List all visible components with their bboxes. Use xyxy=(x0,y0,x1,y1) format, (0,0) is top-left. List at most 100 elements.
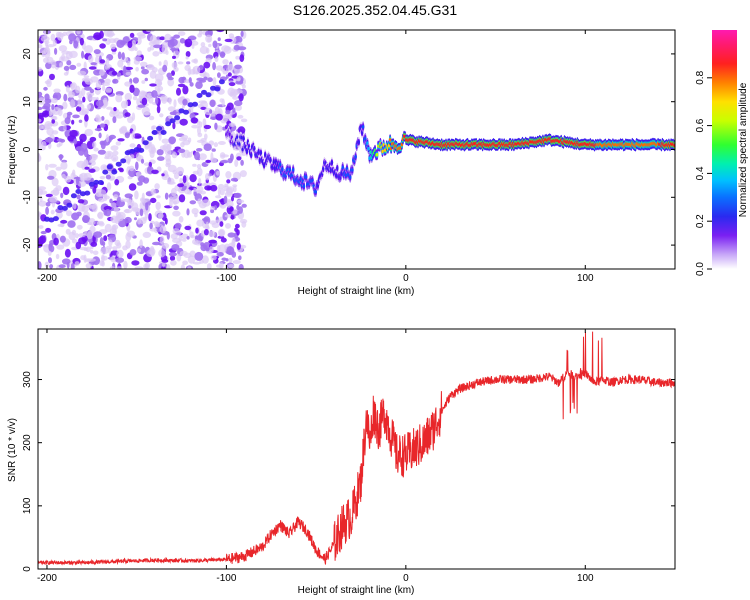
spectrogram-noise-cell xyxy=(89,225,96,234)
spectrogram-noise-cell xyxy=(66,60,72,66)
spectrogram-noise-cell xyxy=(92,141,97,148)
y-tick-label: -20 xyxy=(22,237,33,252)
spectrogram-noise-cell xyxy=(55,166,62,171)
spectrogram-noise-cell xyxy=(132,77,139,84)
spectrogram-noise-cell xyxy=(239,54,245,62)
spectrogram-noise-cell xyxy=(115,114,124,119)
spectrogram-noise-cell xyxy=(142,216,148,221)
spectrogram-noise-cell xyxy=(159,36,166,41)
spectrogram-ridge-cell xyxy=(336,166,339,170)
spectrogram-noise-cell xyxy=(124,99,129,108)
spectrogram-noise-cell xyxy=(74,261,80,266)
spectrogram-ridge-cell xyxy=(228,132,231,137)
spectrogram-noise-cell xyxy=(192,66,196,75)
spectrogram-noise-cell xyxy=(88,66,97,70)
spectrogram-noise-cell xyxy=(83,77,91,83)
spectrogram-noise-cell xyxy=(141,192,145,202)
spectrogram-noise-cell xyxy=(128,183,137,191)
spectrogram-noise-cell xyxy=(71,212,80,221)
spectrogram-noise-cell xyxy=(204,133,208,140)
spectrogram-noise-cell xyxy=(103,235,108,242)
spectrogram-noise-cell xyxy=(76,160,86,168)
spectrogram-noise-cell xyxy=(198,100,207,104)
spectrogram-noise-cell xyxy=(116,249,124,258)
spectrogram-noise-cell xyxy=(84,128,94,137)
spectrogram-noise-cell xyxy=(197,132,203,138)
spectrogram-noise-cell xyxy=(95,55,100,65)
spectrogram-noise-cell xyxy=(81,50,85,59)
spectrogram-noise-cell xyxy=(93,32,102,40)
spectrogram-noise-cell xyxy=(169,38,178,47)
spectrogram-noise-cell xyxy=(166,143,172,151)
spectrogram-noise-cell xyxy=(43,86,48,91)
spectrogram-x-ticks: -200 -100 0 100 xyxy=(37,30,594,284)
spectrogram-noise-cell xyxy=(102,85,106,91)
spectrogram-noise-cell xyxy=(177,183,185,188)
spectrogram-noise-cell xyxy=(45,44,49,53)
spectrogram-noise-cell xyxy=(64,175,72,183)
spectrogram-ridge-cell xyxy=(329,168,332,172)
spectrogram-noise-cell xyxy=(60,219,68,224)
spectrogram-noise-cell xyxy=(38,91,43,97)
spectrogram-noise-cell xyxy=(75,106,82,112)
spectrogram-noise-cell xyxy=(151,90,158,98)
spectrogram-noise-cell xyxy=(50,33,56,42)
spectrogram-noise-cell xyxy=(38,225,44,229)
spectrogram-noise-cell xyxy=(147,135,154,141)
x-tick-label: 100 xyxy=(577,573,594,584)
spectrogram-noise-cell xyxy=(219,229,225,237)
spectrogram-noise-cell xyxy=(196,164,202,169)
spectrogram-ridge-cell xyxy=(388,138,392,142)
spectrogram-noise-cell xyxy=(45,206,49,215)
spectrogram-noise-cell xyxy=(77,199,85,204)
spectrogram-noise-cell xyxy=(100,141,106,150)
spectrogram-noise-cell xyxy=(238,255,242,261)
spectrogram-noise-cell xyxy=(215,170,220,176)
colorbar-tick-label: 0.0 xyxy=(695,262,706,276)
spectrogram-noise-cell xyxy=(96,100,104,107)
spectrogram-noise-cell xyxy=(158,132,162,141)
spectrogram-noise-cell xyxy=(225,258,229,262)
spectrogram-noise-cell xyxy=(128,205,132,209)
spectrogram-noise-cell xyxy=(226,187,233,196)
spectrogram-noise-cell xyxy=(227,158,233,164)
spectrogram-noise-cell xyxy=(217,141,226,145)
spectrogram-noise-cell xyxy=(168,115,174,120)
spectrogram-noise-cell xyxy=(72,114,80,119)
spectrogram-noise-cell xyxy=(161,242,170,249)
spectrogram-noise-cell xyxy=(68,33,77,42)
spectrogram-noise-cell xyxy=(196,167,203,177)
spectrogram-noise-cell xyxy=(215,219,221,223)
spectrogram-ridge-cell xyxy=(250,153,253,157)
spectrogram-noise-cell xyxy=(45,193,53,198)
spectrogram-noise-cell xyxy=(106,58,110,66)
spectrogram-noise-cell xyxy=(45,163,49,171)
spectrogram-noise-cell xyxy=(185,51,191,58)
spectrogram-noise-cell xyxy=(44,93,50,101)
spectrogram-noise-cell xyxy=(233,89,243,95)
spectrogram-noise-cell xyxy=(200,242,205,247)
spectrogram-ridge-cell xyxy=(238,142,241,146)
spectrogram-noise-cell xyxy=(38,186,47,191)
x-tick-label: 0 xyxy=(403,573,409,584)
spectrogram-ridge-cell xyxy=(335,173,338,178)
spectrogram-noise-cell xyxy=(189,174,197,183)
spectrogram-noise-cell xyxy=(206,263,212,269)
spectrogram-noise-cell xyxy=(146,94,151,102)
spectrogram-noise-cell xyxy=(62,186,70,196)
spectrogram-noise-cell xyxy=(59,62,63,68)
spectrogram-noise-cell xyxy=(75,85,81,94)
spectrogram-noise-cell xyxy=(67,91,75,98)
spectrogram-noise-cell xyxy=(84,190,91,196)
spectrogram-noise-cell xyxy=(51,119,55,124)
spectrogram-noise-cell xyxy=(88,218,96,226)
spectrogram-noise-cell xyxy=(212,62,217,71)
spectrogram-noise-cell xyxy=(166,264,171,269)
spectrogram-noise-cell xyxy=(210,116,217,120)
y-tick-label: 20 xyxy=(22,48,33,60)
spectrogram-noise-cell xyxy=(48,163,57,168)
spectrogram-noise-cell xyxy=(81,87,86,97)
spectrogram-noise-cell xyxy=(176,166,185,175)
spectrogram-noise-cell xyxy=(218,79,225,85)
spectrogram-noise-cell xyxy=(72,169,76,177)
